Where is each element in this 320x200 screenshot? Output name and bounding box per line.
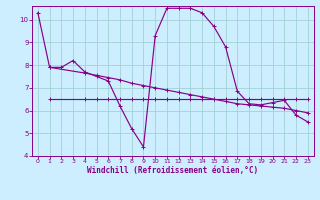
X-axis label: Windchill (Refroidissement éolien,°C): Windchill (Refroidissement éolien,°C) — [87, 166, 258, 175]
